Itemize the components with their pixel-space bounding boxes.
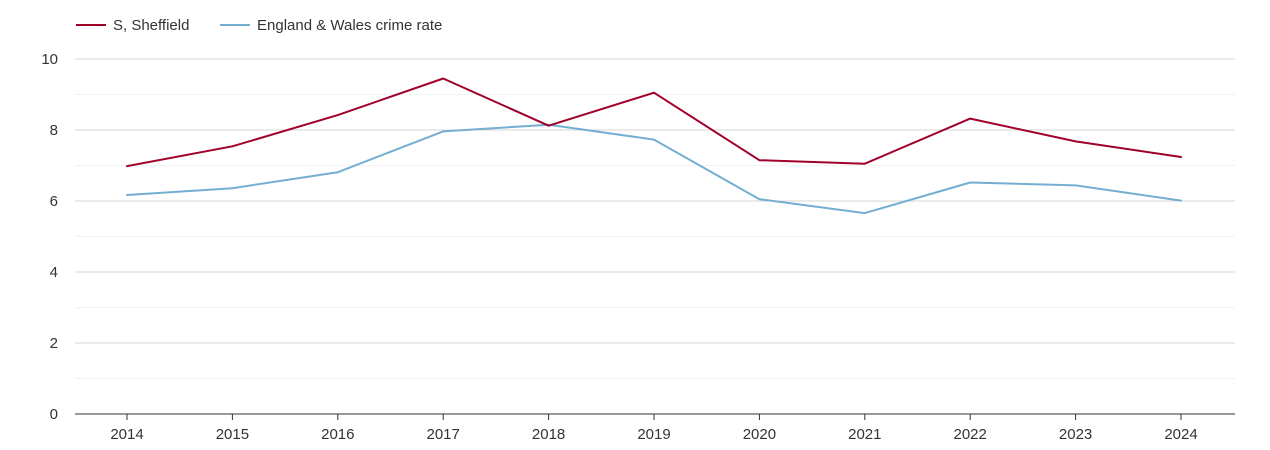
x-tick-label: 2017 — [427, 426, 460, 443]
y-tick-label: 8 — [50, 122, 58, 139]
y-axis: 0 2 4 6 8 10 — [41, 51, 58, 423]
data-point[interactable] — [651, 137, 657, 143]
x-tick-label: 2023 — [1059, 426, 1092, 443]
data-point[interactable] — [862, 161, 868, 167]
legend: S, Sheffield England & Wales crime rate — [76, 17, 442, 34]
x-tick-label: 2019 — [637, 426, 670, 443]
x-tick-label: 2021 — [848, 426, 881, 443]
data-point[interactable] — [440, 128, 446, 134]
y-tick-label: 6 — [50, 193, 58, 210]
series-line-sheffield[interactable] — [126, 77, 1182, 168]
data-point[interactable] — [967, 180, 973, 186]
data-point[interactable] — [335, 112, 341, 118]
data-point[interactable] — [651, 90, 657, 96]
data-point[interactable] — [756, 196, 762, 202]
data-point[interactable] — [124, 192, 130, 198]
legend-label-england-wales: England & Wales crime rate — [257, 17, 442, 34]
data-point[interactable] — [967, 116, 973, 122]
legend-item-england-wales[interactable]: England & Wales crime rate — [220, 17, 442, 34]
x-tick-label: 2018 — [532, 426, 565, 443]
series-lines — [124, 76, 1184, 216]
x-tick-label: 2024 — [1164, 426, 1197, 443]
x-tick-label: 2020 — [743, 426, 776, 443]
data-point[interactable] — [229, 143, 235, 149]
y-tick-label: 10 — [41, 51, 58, 68]
data-point[interactable] — [335, 169, 341, 175]
y-tick-label: 0 — [50, 406, 58, 423]
legend-item-sheffield[interactable]: S, Sheffield — [76, 17, 189, 34]
y-tick-label: 2 — [50, 335, 58, 352]
data-point[interactable] — [1178, 154, 1184, 160]
y-tick-label: 4 — [50, 264, 58, 281]
data-point[interactable] — [229, 185, 235, 191]
x-tick-label: 2016 — [321, 426, 354, 443]
data-point[interactable] — [1073, 138, 1079, 144]
x-tick-label: 2014 — [110, 426, 143, 443]
series-line-england-wales[interactable] — [126, 123, 1182, 215]
data-point[interactable] — [1073, 182, 1079, 188]
x-axis: 2014 2015 2016 2017 2018 2019 2020 2021 2022 2023… — [75, 413, 1235, 443]
data-point[interactable] — [756, 157, 762, 163]
gridlines — [75, 58, 1235, 379]
x-tick-label: 2015 — [216, 426, 249, 443]
data-point[interactable] — [862, 210, 868, 216]
data-point[interactable] — [1178, 198, 1184, 204]
data-point[interactable] — [124, 163, 130, 169]
x-tick-label: 2022 — [954, 426, 987, 443]
legend-label-sheffield: S, Sheffield — [113, 17, 189, 34]
data-point[interactable] — [440, 76, 446, 82]
data-point[interactable] — [546, 123, 552, 129]
